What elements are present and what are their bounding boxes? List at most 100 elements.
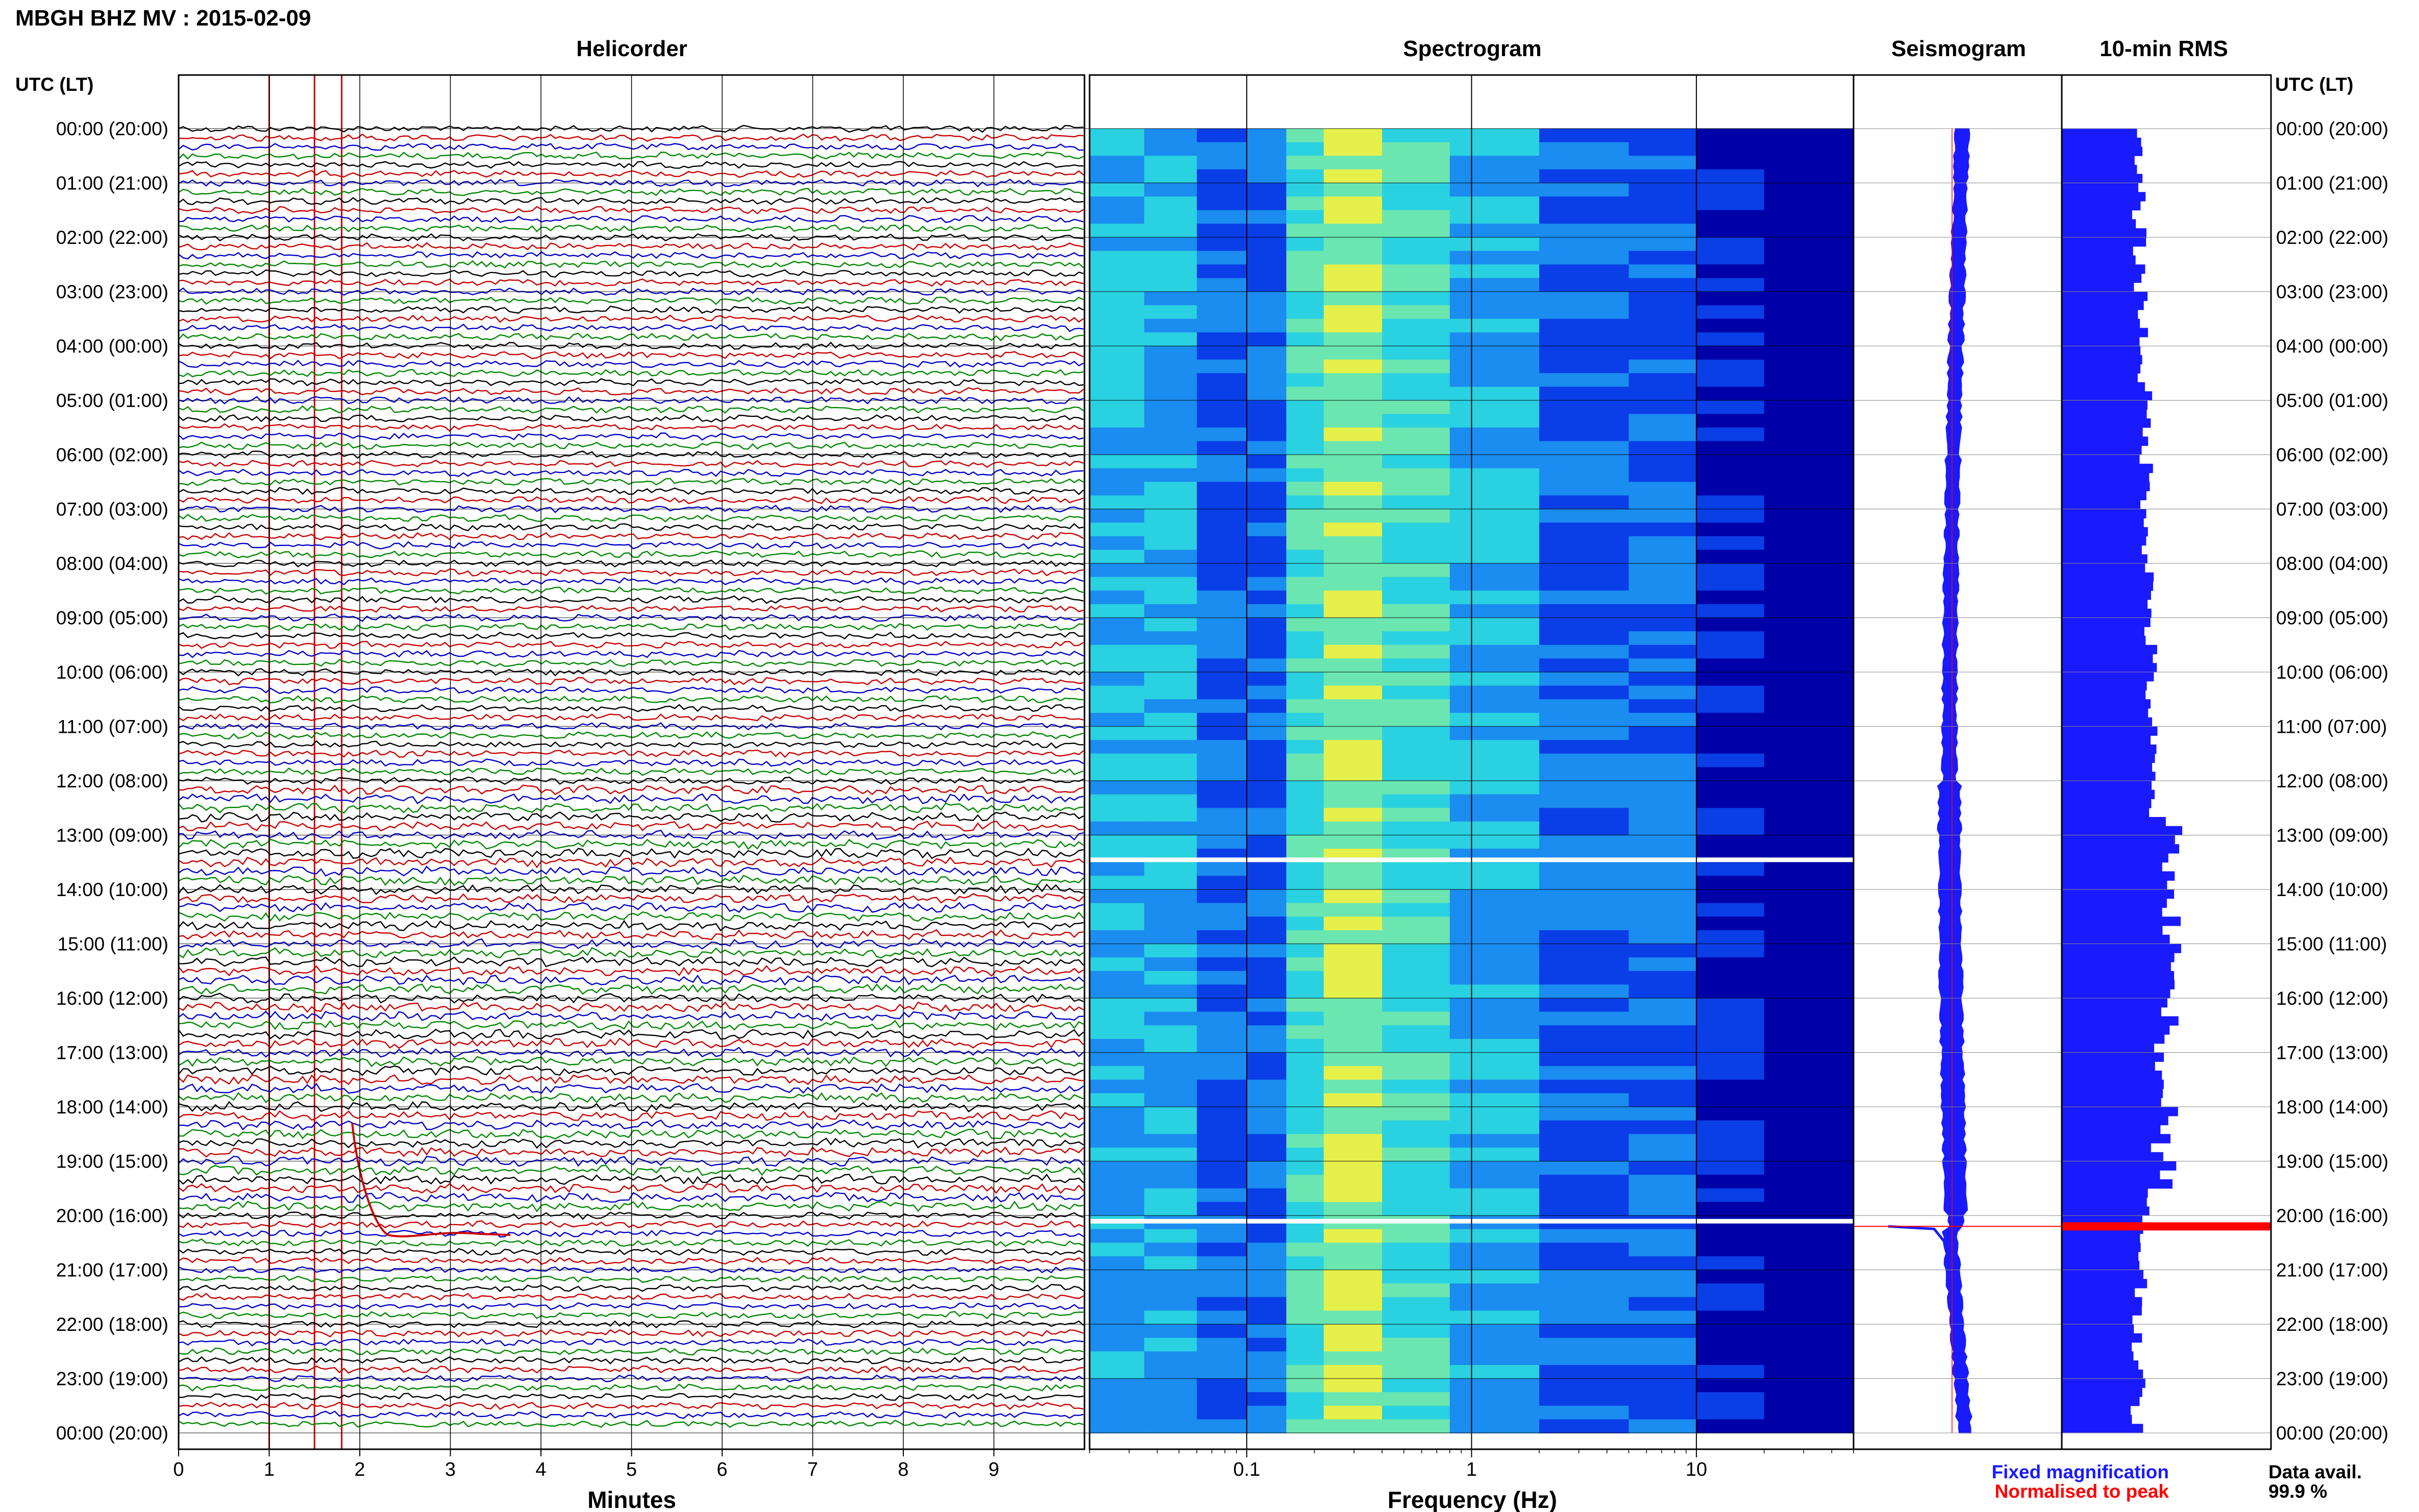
rms-bar bbox=[2062, 264, 2145, 274]
helicorder-trace bbox=[178, 605, 1084, 613]
helicorder-trace bbox=[178, 278, 1084, 287]
spectrogram-cell bbox=[1323, 658, 1383, 673]
helicorder-xtick-label: 0 bbox=[173, 1459, 184, 1480]
spectrogram-cell bbox=[1382, 984, 1450, 999]
hour-label-left: 17:00 (13:00) bbox=[56, 1043, 168, 1063]
spectrogram-cell bbox=[1382, 1256, 1450, 1271]
spectrogram-cell bbox=[1628, 1351, 1697, 1366]
rms-bar bbox=[2062, 310, 2138, 319]
spectrogram-cell bbox=[1197, 318, 1247, 333]
spectrogram-cell bbox=[1764, 930, 1854, 945]
spectrogram-cell bbox=[1090, 658, 1145, 673]
spectrogram-cell bbox=[1286, 523, 1324, 537]
spectrogram-cell bbox=[1696, 400, 1765, 414]
spectrogram-cell bbox=[1144, 1161, 1198, 1175]
helicorder-trace bbox=[178, 1110, 1084, 1122]
helicorder-trace bbox=[178, 983, 1084, 995]
spectrogram-cell bbox=[1323, 251, 1383, 265]
spectrogram-cell bbox=[1246, 278, 1287, 292]
hour-label-right: 06:00 (02:00) bbox=[2276, 444, 2388, 465]
spectrogram-cell bbox=[1764, 400, 1854, 414]
spectrogram-cell bbox=[1382, 604, 1450, 618]
hour-label-left: 12:00 (08:00) bbox=[56, 771, 168, 791]
rms-bar bbox=[2062, 355, 2142, 365]
rms-bar bbox=[2062, 1252, 2139, 1261]
spectrogram-cell bbox=[1197, 862, 1247, 877]
spectrogram-cell bbox=[1323, 1079, 1383, 1094]
spectrogram-cell bbox=[1382, 359, 1450, 374]
spectrogram-cell bbox=[1144, 414, 1198, 428]
spectrogram-cell bbox=[1382, 400, 1450, 414]
spectrogram-cell bbox=[1449, 1405, 1540, 1420]
hour-label-right: 17:00 (13:00) bbox=[2276, 1043, 2388, 1063]
helicorder-trace bbox=[178, 776, 1084, 785]
spectrogram-cell bbox=[1696, 631, 1765, 646]
spectrogram-cell bbox=[1197, 1025, 1247, 1039]
spectrogram-cell bbox=[1197, 957, 1247, 972]
spectrogram-cell bbox=[1382, 1093, 1450, 1107]
helicorder-trace bbox=[178, 740, 1084, 749]
helicorder-trace bbox=[178, 196, 1084, 206]
spectrogram-cell bbox=[1696, 658, 1765, 673]
spectrogram-cell bbox=[1628, 971, 1697, 985]
spectrogram-cell bbox=[1144, 482, 1198, 496]
spectrogram-cell bbox=[1539, 1378, 1630, 1393]
spectrogram-cell bbox=[1696, 414, 1765, 428]
spectrogram-cell bbox=[1246, 1270, 1287, 1284]
rms-bar bbox=[2062, 1206, 2150, 1216]
spectrogram-cell bbox=[1144, 1243, 1198, 1257]
spectrogram-cell bbox=[1382, 590, 1450, 605]
spectrogram-cell bbox=[1286, 1419, 1324, 1433]
spectrogram-cell bbox=[1246, 1405, 1287, 1420]
spectrogram-cell bbox=[1286, 1297, 1324, 1311]
helicorder-trace bbox=[178, 1275, 1084, 1283]
spectrogram-cell bbox=[1246, 414, 1287, 428]
spectrogram-cell bbox=[1286, 1351, 1324, 1366]
spectrogram-cell bbox=[1449, 1365, 1540, 1379]
spectrogram-cell bbox=[1323, 1256, 1383, 1271]
spectrogram-cell bbox=[1628, 685, 1697, 700]
spectrogram-cell bbox=[1539, 590, 1630, 605]
spectrogram-cell bbox=[1144, 672, 1198, 686]
spectrogram-cell bbox=[1090, 346, 1145, 360]
spectrogram-cell bbox=[1090, 1175, 1145, 1189]
spectrogram-cell bbox=[1323, 142, 1383, 157]
rms-bar bbox=[2062, 291, 2148, 301]
hour-label-right: 19:00 (15:00) bbox=[2276, 1151, 2388, 1172]
spectrogram-cell bbox=[1090, 1066, 1145, 1080]
spectrogram-cell bbox=[1246, 998, 1287, 1012]
spectrogram-cell bbox=[1197, 916, 1247, 931]
spectrogram-cell bbox=[1628, 291, 1697, 306]
spectrogram-cell bbox=[1696, 1243, 1765, 1257]
hour-label-left: 01:00 (21:00) bbox=[56, 173, 168, 194]
rms-bar bbox=[2062, 1034, 2165, 1044]
spectrogram-cell bbox=[1539, 183, 1630, 197]
spectrogram-cell bbox=[1696, 781, 1765, 795]
spectrogram-cell bbox=[1764, 1107, 1854, 1121]
spectrogram-cell bbox=[1628, 808, 1697, 822]
spectrogram-cell bbox=[1090, 808, 1145, 822]
spectrogram-cell bbox=[1628, 400, 1697, 414]
hour-label-left: 00:00 (20:00) bbox=[56, 1423, 168, 1444]
spectrogram-cell bbox=[1539, 944, 1630, 958]
helicorder-trace bbox=[178, 677, 1084, 685]
spectrogram-cell bbox=[1286, 1337, 1324, 1352]
spectrogram-cell bbox=[1197, 237, 1247, 252]
rms-bar bbox=[2062, 255, 2136, 265]
spectrogram-cell bbox=[1090, 1378, 1145, 1393]
spectrogram-cell bbox=[1246, 685, 1287, 700]
spectrogram-cell bbox=[1246, 862, 1287, 877]
hour-label-right: 21:00 (17:00) bbox=[2276, 1260, 2388, 1281]
spectrogram-cell bbox=[1382, 455, 1450, 469]
rms-bar bbox=[2062, 772, 2156, 781]
spectrogram-cell bbox=[1764, 1297, 1854, 1311]
spectrogram-cell bbox=[1144, 400, 1198, 414]
spectrogram-cell bbox=[1382, 1324, 1450, 1339]
spectrogram-cell bbox=[1696, 1134, 1765, 1148]
spectrogram-cell bbox=[1246, 590, 1287, 605]
helicorder-trace bbox=[178, 1074, 1084, 1085]
spectrogram-cell bbox=[1539, 916, 1630, 931]
spectrogram-cell bbox=[1696, 251, 1765, 265]
spectrogram-cell bbox=[1628, 631, 1697, 646]
spectrogram-cell bbox=[1628, 1419, 1697, 1433]
